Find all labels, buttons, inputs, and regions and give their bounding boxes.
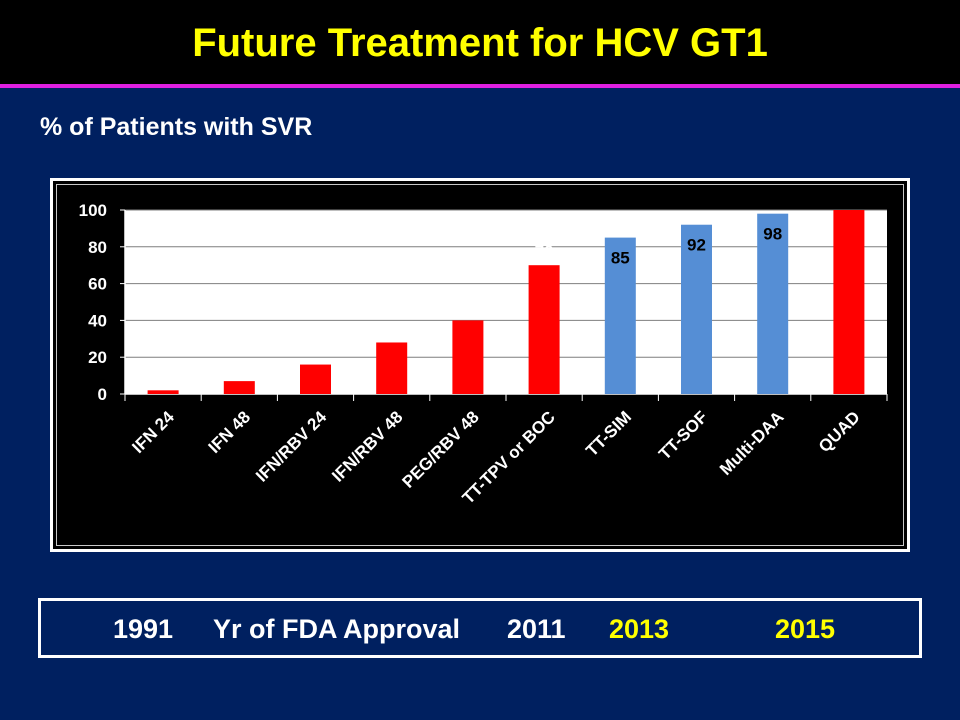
y-tick-label: 0 [98,385,107,404]
y-tick-label: 80 [88,238,107,257]
bar [376,342,408,394]
chart-subtitle: % of Patients with SVR [40,113,313,141]
category-label: IFN 24 [128,407,178,457]
approval-timeline: 1991 Yr of FDA Approval 2011 2013 2015 [38,598,922,658]
y-tick-label: 40 [88,311,107,330]
approval-label: Yr of FDA Approval [213,614,461,644]
bar-value-label: 7 [235,358,244,377]
chart-frame: 0 20 40 60 80 100 2 IFN 24 7 IFN 48 16 IFN/RBV 24 28… [50,178,910,552]
year-1991: 1991 [113,614,174,644]
category-label: QUAD [815,407,864,456]
bar-value-label: 85 [611,249,630,268]
bar-value-label: 40 [458,297,477,316]
year-2011: 2011 [507,614,566,644]
title-bar: Future Treatment for HCV GT1 [0,0,960,88]
y-tick-label: 100 [79,201,107,220]
year-2013: 2013 [609,614,670,644]
year-2015: 2015 [775,614,836,644]
bar [528,265,560,394]
category-label: IFN/RBV 24 [252,407,331,486]
category-label: TT-SIM [582,407,635,460]
bar-value-label: 70 [535,242,554,261]
bar [681,224,712,394]
category-label: IFN 48 [205,407,255,457]
bar-value-label: 98 [763,225,782,244]
y-tick-label: 20 [88,348,107,367]
bar [147,390,179,394]
bar-chart: 0 20 40 60 80 100 2 IFN 24 7 IFN 48 16 IFN/RBV 24 28… [79,194,888,508]
slide-title: Future Treatment for HCV GT1 [192,21,768,65]
category-label: IFN/RBV 48 [328,407,406,485]
bar [223,381,255,394]
category-label: Multi-DAA [716,407,788,479]
bar [604,237,636,394]
bar [452,320,484,394]
bar [757,213,789,394]
bar-value-label: 28 [382,319,401,338]
category-label: PEG/RBV 48 [398,407,482,491]
bar [300,364,331,394]
category-label: TT-SOF [655,407,711,463]
bar-value-label: 16 [306,342,325,361]
bar [833,210,865,394]
bar-value-label: 2 [158,367,167,386]
y-tick-label: 60 [88,275,107,294]
bar-value-label: 100 [835,194,863,213]
bar-value-label: 92 [687,236,706,255]
